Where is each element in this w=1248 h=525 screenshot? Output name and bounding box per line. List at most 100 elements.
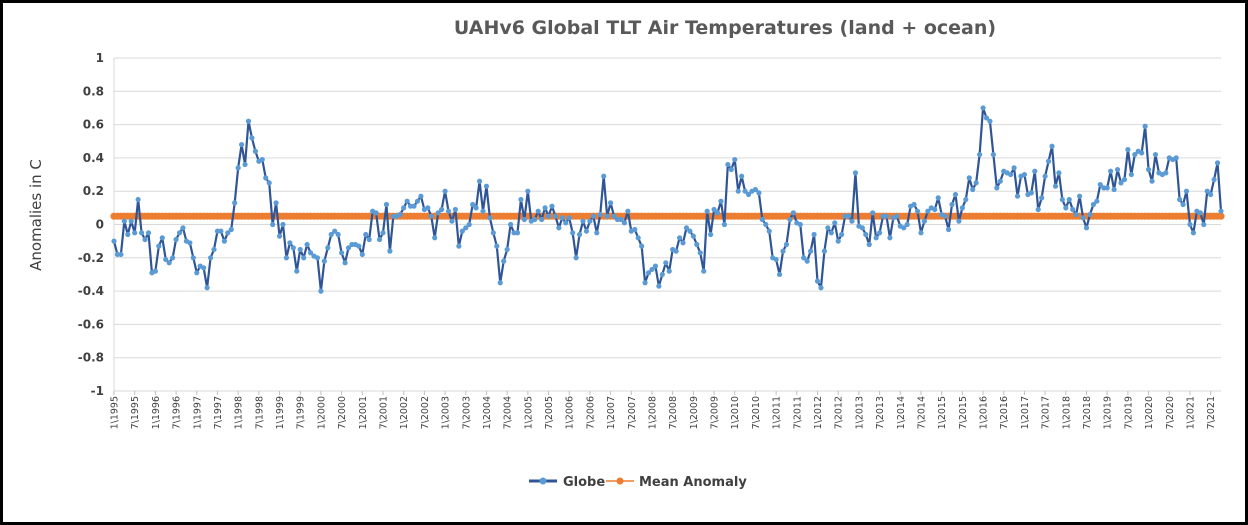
globe-point [504, 246, 510, 253]
globe-point [1218, 208, 1224, 214]
x-tick-label: 7\1995 [130, 396, 141, 429]
globe-point [1208, 191, 1214, 198]
globe-point [170, 255, 176, 261]
globe-point [849, 218, 855, 224]
globe-point [949, 201, 955, 208]
x-tick-label: 7\2014 [916, 396, 927, 429]
globe-point [911, 201, 917, 208]
globe-point [176, 230, 183, 236]
globe-point [1087, 211, 1093, 218]
globe-point [366, 236, 372, 243]
globe-point [752, 186, 759, 193]
globe-point [728, 166, 734, 173]
x-tick-label: 7\2005 [544, 396, 555, 429]
globe-point [211, 246, 217, 253]
x-tick-label: 7\2012 [834, 396, 845, 429]
globe-point [608, 200, 614, 206]
globe-point [138, 230, 145, 236]
y-tick-label: -0.8 [78, 351, 104, 365]
globe-point [625, 208, 631, 214]
globe-point [152, 268, 158, 274]
globe-point [587, 218, 593, 224]
globe-point [801, 255, 807, 261]
globe-point [783, 241, 790, 248]
globe-point [1077, 193, 1083, 199]
globe-point [283, 255, 290, 261]
globe-point [425, 205, 431, 211]
legend: Globe Mean Anomaly [529, 475, 747, 490]
globe-line [112, 106, 1223, 293]
globe-point [887, 235, 893, 241]
globe-point [932, 206, 938, 213]
x-tick-label: 1\2020 [1144, 396, 1155, 429]
globe-point [663, 260, 669, 266]
globe-point [1145, 166, 1152, 173]
globe-point [1187, 221, 1193, 228]
globe-point [990, 151, 996, 158]
globe-point [766, 228, 772, 234]
globe-point [904, 221, 910, 228]
legend-globe-marker [539, 477, 547, 485]
globe-point [376, 236, 383, 243]
globe-point [825, 225, 831, 231]
globe-point [997, 178, 1003, 184]
globe-point [987, 118, 993, 124]
x-tick-label: 1\2009 [689, 396, 700, 429]
globe-point [397, 211, 403, 218]
x-tick-label: 7\1996 [172, 396, 183, 429]
globe-point [1128, 171, 1134, 178]
globe-point [959, 205, 965, 211]
globe-point [914, 208, 921, 214]
globe-point [773, 256, 779, 263]
globe-point [194, 270, 200, 276]
y-tick-label: 0.8 [83, 84, 104, 98]
x-tick-label: 1\2006 [565, 396, 576, 429]
globe-point [545, 213, 552, 219]
globe-point [325, 245, 331, 251]
y-tick-label: -0.6 [78, 317, 104, 331]
globe-point [704, 208, 710, 214]
globe-point [863, 231, 869, 238]
globe-point [1070, 206, 1076, 213]
globe-point [1097, 181, 1103, 188]
globe-point [956, 218, 962, 224]
globe-point [804, 258, 810, 264]
globe-point [401, 205, 407, 211]
globe-point [287, 240, 293, 246]
x-tick-label: 7\2010 [751, 396, 762, 429]
globe-point [1104, 185, 1110, 191]
globe-point [1190, 230, 1197, 236]
x-tick-label: 1\2004 [482, 396, 493, 429]
globe-point [470, 201, 476, 208]
x-tick-label: 7\2021 [1206, 396, 1217, 429]
chart-title: UAHv6 Global TLT Air Temperatures (land … [454, 17, 996, 39]
globe-point [1032, 168, 1038, 174]
globe-point [201, 265, 207, 271]
x-tick-label: 7\2009 [710, 396, 721, 429]
globe-point [1177, 196, 1183, 203]
globe-point [314, 255, 321, 261]
globe-point [345, 245, 352, 251]
globe-point [701, 268, 707, 274]
globe-point [621, 220, 627, 226]
globe-point [901, 225, 907, 231]
x-tick-label: 1\1999 [275, 396, 286, 429]
globe-point [218, 228, 224, 234]
x-tick-label: 7\2019 [1123, 396, 1134, 429]
x-tick-label: 1\2010 [730, 396, 741, 429]
globe-point [125, 231, 131, 238]
globe-point [263, 175, 269, 181]
globe-point [1201, 221, 1207, 228]
globe-point [697, 250, 703, 256]
x-tick-label: 7\2011 [792, 396, 803, 429]
globe-point [818, 285, 824, 291]
globe-point [276, 233, 283, 239]
globe-point [1073, 211, 1079, 218]
globe-point [187, 240, 193, 246]
globe-point [725, 161, 731, 168]
globe-point [945, 226, 952, 233]
globe-point [411, 203, 417, 209]
globe-point [145, 230, 152, 236]
